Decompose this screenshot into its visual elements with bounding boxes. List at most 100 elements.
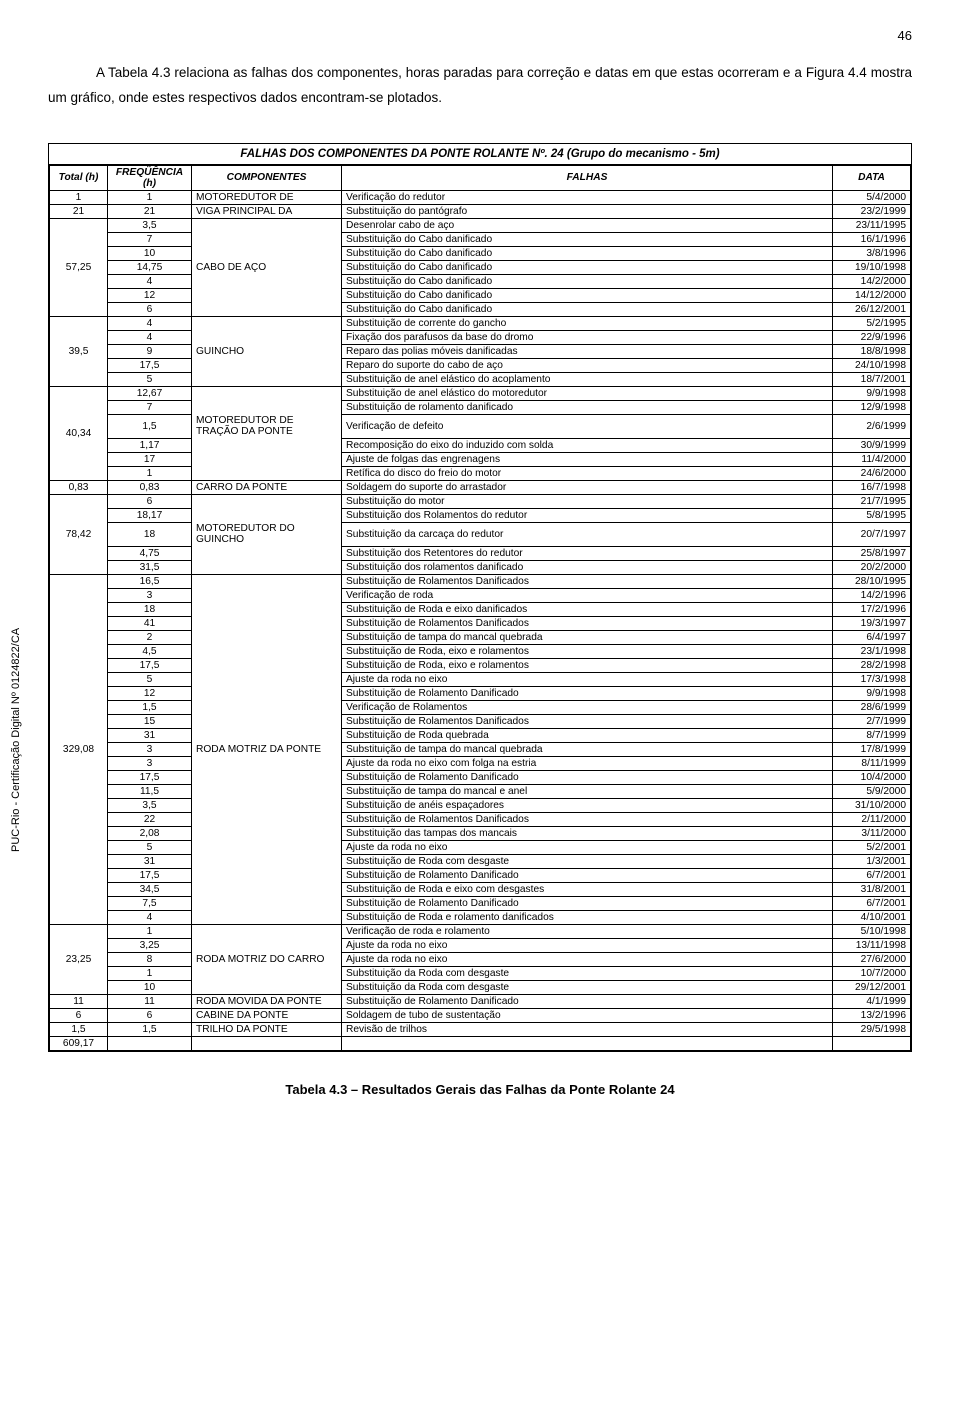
cell-date: 6/7/2001 xyxy=(833,868,911,882)
cell-component-empty xyxy=(192,910,342,924)
cell-date: 26/12/2001 xyxy=(833,302,911,316)
cell-date: 20/7/1997 xyxy=(833,522,911,546)
cell-freq: 22 xyxy=(108,812,192,826)
cell-falha: Substituição de Rolamentos Danificados xyxy=(342,574,833,588)
cell-freq: 10 xyxy=(108,246,192,260)
cell-freq: 1 xyxy=(108,924,192,938)
cell-date: 13/2/1996 xyxy=(833,1008,911,1022)
cell-date: 27/6/2000 xyxy=(833,952,911,966)
table-row: 2 Substituição de tampa do mancal quebra… xyxy=(50,630,911,644)
cell-falha: Substituição de Roda e eixo danificados xyxy=(342,602,833,616)
cell-falha: Substituição do Cabo danificado xyxy=(342,274,833,288)
cell-component-empty xyxy=(192,546,342,560)
table-row: 1 Substituição da Roda com desgaste10/7/… xyxy=(50,966,911,980)
table-row: 78,426 Substituição do motor21/7/1995 xyxy=(50,494,911,508)
cell-freq: 1 xyxy=(108,466,192,480)
cell-date: 8/11/1999 xyxy=(833,756,911,770)
header-data: DATA xyxy=(833,165,911,190)
cell-component: GUINCHO xyxy=(192,344,342,358)
cell-date: 9/9/1998 xyxy=(833,386,911,400)
cell-empty xyxy=(833,1036,911,1050)
cell-falha: Ajuste da roda no eixo xyxy=(342,672,833,686)
cell-date: 16/1/1996 xyxy=(833,232,911,246)
certification-sidetext: PUC-Rio - Certificação Digital Nº 012482… xyxy=(10,628,22,852)
cell-date: 20/2/2000 xyxy=(833,560,911,574)
cell-date: 10/7/2000 xyxy=(833,966,911,980)
cell-freq: 3 xyxy=(108,588,192,602)
cell-total: 1,5 xyxy=(50,1022,108,1036)
header-total: Total (h) xyxy=(50,165,108,190)
cell-date: 11/4/2000 xyxy=(833,452,911,466)
cell-component: CABINE DA PONTE xyxy=(192,1008,342,1022)
cell-date: 2/7/1999 xyxy=(833,714,911,728)
table-row: 17,5 Reparo do suporte do cabo de aço24/… xyxy=(50,358,911,372)
cell-date: 5/9/2000 xyxy=(833,784,911,798)
cell-falha: Substituição dos Rolamentos do redutor xyxy=(342,508,833,522)
cell-component-empty xyxy=(192,770,342,784)
header-comp: COMPONENTES xyxy=(192,165,342,190)
cell-freq: 4 xyxy=(108,274,192,288)
cell-freq: 18 xyxy=(108,522,192,546)
cell-freq: 4 xyxy=(108,316,192,330)
cell-component: RODA MOVIDA DA PONTE xyxy=(192,994,342,1008)
cell-freq: 5 xyxy=(108,840,192,854)
cell-falha: Substituição de corrente do gancho xyxy=(342,316,833,330)
cell-date: 21/7/1995 xyxy=(833,494,911,508)
cell-component-empty xyxy=(192,980,342,994)
cell-freq: 9 xyxy=(108,344,192,358)
header-falhas: FALHAS xyxy=(342,165,833,190)
cell-freq: 10 xyxy=(108,980,192,994)
table-row: 2121VIGA PRINCIPAL DASubstituição do pan… xyxy=(50,204,911,218)
cell-component-empty xyxy=(192,812,342,826)
table-row: 4,75 Substituição dos Retentores do redu… xyxy=(50,546,911,560)
cell-freq: 31 xyxy=(108,728,192,742)
cell-date: 19/3/1997 xyxy=(833,616,911,630)
cell-falha: Verificação de roda e rolamento xyxy=(342,924,833,938)
table-row: 5 Ajuste da roda no eixo5/2/2001 xyxy=(50,840,911,854)
cell-date: 13/11/1998 xyxy=(833,938,911,952)
table-row: 3,25 Ajuste da roda no eixo13/11/1998 xyxy=(50,938,911,952)
cell-date: 29/5/1998 xyxy=(833,1022,911,1036)
cell-falha: Substituição do Cabo danificado xyxy=(342,302,833,316)
cell-date: 9/9/1998 xyxy=(833,686,911,700)
cell-freq: 1,17 xyxy=(108,438,192,452)
cell-date: 5/4/2000 xyxy=(833,190,911,204)
cell-date: 2/6/1999 xyxy=(833,414,911,438)
table-row: 7,5 Substituição de Rolamento Danificado… xyxy=(50,896,911,910)
table-row: 17,5 Substituição de Roda, eixo e rolame… xyxy=(50,658,911,672)
cell-falha: Substituição da Roda com desgaste xyxy=(342,966,833,980)
cell-date: 31/10/2000 xyxy=(833,798,911,812)
cell-falha: Desenrolar cabo de aço xyxy=(342,218,833,232)
cell-date: 28/10/1995 xyxy=(833,574,911,588)
header-freq: FREQÜÊNCIA (h) xyxy=(108,165,192,190)
cell-falha: Substituição do pantógrafo xyxy=(342,204,833,218)
cell-date: 30/9/1999 xyxy=(833,438,911,452)
table-row: 11,5 Substituição de tampa do mancal e a… xyxy=(50,784,911,798)
cell-freq: 4 xyxy=(108,330,192,344)
cell-falha: Substituição de Roda e eixo com desgaste… xyxy=(342,882,833,896)
cell-date: 28/2/1998 xyxy=(833,658,911,672)
cell-date: 5/8/1995 xyxy=(833,508,911,522)
cell-date: 14/2/2000 xyxy=(833,274,911,288)
failures-table-wrap: FALHAS DOS COMPONENTES DA PONTE ROLANTE … xyxy=(48,143,912,1052)
cell-date: 6/7/2001 xyxy=(833,896,911,910)
cell-freq: 4 xyxy=(108,910,192,924)
cell-total: 40,34 xyxy=(50,386,108,480)
cell-component-empty xyxy=(192,924,342,938)
cell-falha: Revisão de trilhos xyxy=(342,1022,833,1036)
cell-date: 28/6/1999 xyxy=(833,700,911,714)
cell-date: 17/3/1998 xyxy=(833,672,911,686)
cell-freq: 5 xyxy=(108,672,192,686)
cell-date: 23/2/1999 xyxy=(833,204,911,218)
cell-falha: Substituição das tampas dos mancais xyxy=(342,826,833,840)
cell-component-empty xyxy=(192,274,342,288)
table-row: 15 Substituição de Rolamentos Danificado… xyxy=(50,714,911,728)
cell-component-empty xyxy=(192,218,342,232)
cell-falha: Substituição de rolamento danificado xyxy=(342,400,833,414)
cell-empty xyxy=(342,1036,833,1050)
table-row: 1 Retífica do disco do freio do motor24/… xyxy=(50,466,911,480)
cell-total: 78,42 xyxy=(50,494,108,574)
cell-freq: 3,5 xyxy=(108,798,192,812)
cell-component-empty xyxy=(192,714,342,728)
cell-freq: 3,25 xyxy=(108,938,192,952)
